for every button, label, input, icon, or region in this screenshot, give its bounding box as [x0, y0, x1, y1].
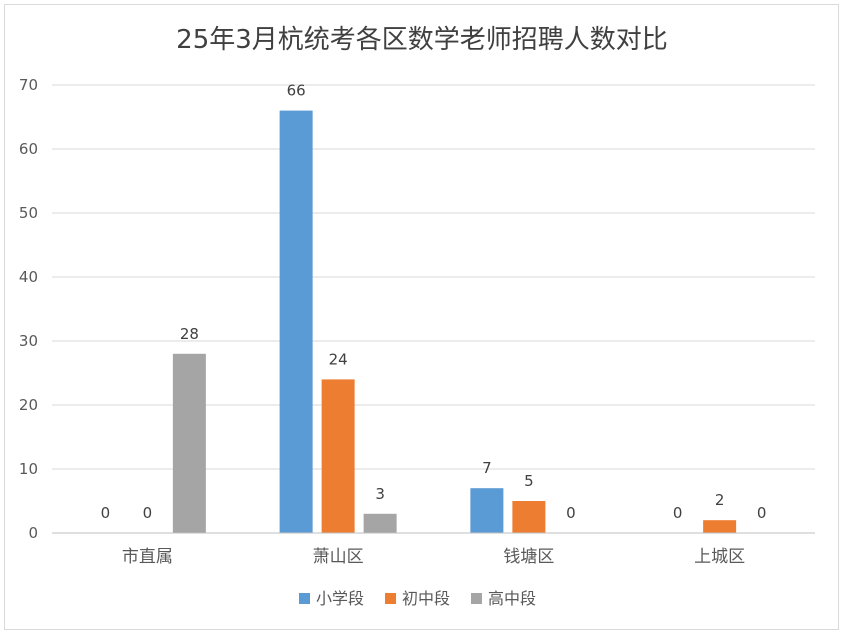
legend-label: 小学段 — [316, 589, 364, 608]
bar-1-2 — [279, 110, 313, 533]
x-axis: 市直属 萧山区 钱塘区 上城区 — [52, 532, 815, 567]
y-tick-label: 70 — [19, 76, 38, 94]
bar-3-1 — [172, 353, 206, 533]
data-label: 66 — [287, 82, 306, 100]
y-tick-label: 0 — [28, 524, 38, 542]
data-label: 0 — [101, 504, 111, 522]
data-label: 3 — [375, 485, 385, 503]
legend-label: 初中段 — [402, 589, 450, 608]
y-tick-label: 60 — [19, 140, 38, 158]
bar-1-3 — [470, 488, 504, 533]
data-label: 0 — [673, 504, 683, 522]
legend: 小学段 初中段 高中段 — [299, 589, 536, 608]
y-axis: 0 10 20 30 40 50 60 70 — [19, 76, 38, 542]
data-label: 7 — [482, 459, 492, 477]
legend-swatch — [471, 593, 482, 604]
x-category-label: 市直属 — [122, 547, 173, 567]
bar-3-2 — [363, 513, 397, 533]
y-tick-label: 20 — [19, 396, 38, 414]
data-label: 0 — [757, 504, 767, 522]
x-category-label: 钱塘区 — [503, 547, 554, 567]
data-label: 5 — [524, 472, 534, 490]
bars: 0 0 28 66 24 3 7 5 0 0 2 0 — [101, 82, 767, 533]
chart-title: 25年3月杭统考各区数学老师招聘人数对比 — [176, 25, 668, 55]
x-category-label: 上城区 — [694, 547, 745, 567]
y-tick-label: 10 — [19, 460, 38, 478]
data-label: 24 — [329, 350, 348, 368]
legend-swatch — [299, 593, 310, 604]
data-label: 2 — [715, 491, 725, 509]
bar-2-4 — [703, 520, 737, 533]
x-category-label: 萧山区 — [313, 547, 364, 567]
chart-frame — [4, 4, 839, 630]
gridlines — [52, 84, 815, 470]
y-tick-label: 50 — [19, 204, 38, 222]
bar-2-3 — [512, 501, 546, 533]
bar-2-2 — [321, 379, 355, 533]
y-tick-label: 30 — [19, 332, 38, 350]
legend-swatch — [385, 593, 396, 604]
legend-label: 高中段 — [488, 589, 536, 608]
data-label: 0 — [143, 504, 153, 522]
y-tick-label: 40 — [19, 268, 38, 286]
data-label: 28 — [180, 325, 199, 343]
data-label: 0 — [566, 504, 576, 522]
